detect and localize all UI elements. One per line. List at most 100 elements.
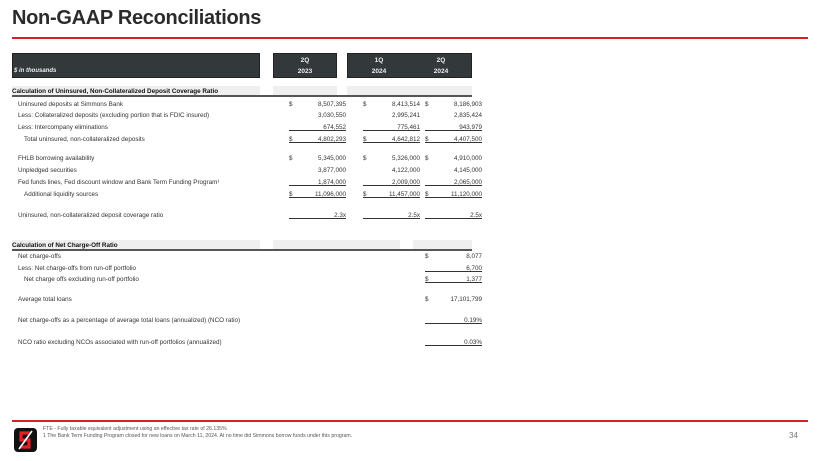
footer-divider: [12, 420, 808, 422]
cell-value: 2.5x: [408, 212, 420, 219]
dollar-sign: $: [363, 101, 367, 108]
cell-value: 2,995,241: [391, 112, 420, 119]
cell-value: 674,552: [323, 124, 346, 131]
value-cell: 4,145,000: [425, 165, 482, 176]
row-label: Total uninsured, non-collateralized depo…: [24, 136, 145, 143]
section-heading-row: Calculation of Net Charge-Off Ratio: [12, 240, 472, 251]
section-band: [413, 240, 472, 249]
cell-value: 2,065,000: [453, 179, 482, 186]
footnote-1: 1 The Bank Term Funding Program closed f…: [43, 433, 353, 439]
value-cell: $8,077: [425, 251, 482, 262]
units-label: $ in thousands: [14, 68, 57, 74]
dollar-sign: $: [425, 155, 429, 162]
section-heading: Calculation of Net Charge-Off Ratio: [12, 242, 118, 249]
value-cell: $4,642,812: [363, 134, 420, 143]
row-label: Uninsured deposits at Simmons Bank: [18, 101, 123, 108]
dollar-sign: $: [363, 155, 367, 162]
table-row: FHLB borrowing availability $5,345,000 $5,…: [12, 153, 482, 164]
value-cell: $11,096,000: [289, 189, 346, 198]
section-band: [12, 86, 260, 95]
row-label: Additional liquidity sources: [24, 191, 99, 198]
value-cell: $8,186,903: [425, 99, 482, 110]
table-row: Uninsured, non-collateralized deposit co…: [12, 210, 482, 221]
col-year: 2023: [297, 68, 313, 75]
value-cell: $4,802,293: [289, 134, 346, 143]
table-row: Uninsured deposits at Simmons Bank $8,507…: [12, 99, 482, 110]
cell-value: 4,407,500: [453, 136, 482, 143]
value-cell: 2,009,000: [363, 177, 420, 186]
table-row: NCO ratio excluding NCOs associated with…: [12, 337, 482, 348]
col-year: 2024: [433, 68, 449, 75]
value-cell: 2,065,000: [425, 177, 482, 186]
section-band: [273, 240, 400, 249]
value-cell: 2,995,241: [363, 110, 420, 121]
col-quarter: 1Q: [374, 57, 384, 64]
section-band: [273, 86, 337, 95]
row-label: Less: Intercompany eliminations: [18, 124, 108, 131]
cell-value: 3,030,550: [317, 112, 346, 119]
value-cell: 674,552: [289, 122, 346, 131]
cell-value: 4,910,000: [453, 155, 482, 162]
value-cell: $8,507,395: [289, 99, 346, 110]
table-row: Fed funds lines, Fed discount window and…: [12, 177, 482, 188]
value-cell: 1,874,000: [289, 177, 346, 186]
section-band: [12, 240, 260, 249]
dollar-sign: $: [425, 191, 429, 198]
table-row: Additional liquidity sources $11,096,000 $…: [12, 189, 482, 200]
section-heading-row: Calculation of Uninsured, Non-Collateral…: [12, 86, 472, 97]
cell-value: 943,979: [459, 124, 482, 131]
cell-value: 11,120,000: [450, 191, 482, 198]
cell-value: 2.3x: [334, 212, 346, 219]
header-label-box: $ in thousands: [12, 53, 260, 78]
cell-value: 0.19%: [464, 317, 482, 324]
table-row: Less: Net charge-offs from run-off portf…: [12, 263, 482, 274]
row-label: Less: Collateralized deposits (excluding…: [18, 112, 210, 119]
header-col-2q2023: [273, 53, 337, 78]
dollar-sign: $: [289, 136, 293, 143]
page-number: 34: [789, 431, 798, 440]
cell-value: 0.03%: [464, 339, 482, 346]
value-cell: $4,910,000: [425, 153, 482, 164]
cell-value: 775,461: [397, 124, 420, 131]
row-label: Uninsured, non-collateralized deposit co…: [18, 212, 164, 219]
row-label: Unpledged securities: [18, 167, 77, 174]
col-year: 2024: [371, 68, 387, 75]
value-cell: $5,326,000: [363, 153, 420, 164]
title-divider: [12, 37, 808, 39]
dollar-sign: $: [425, 101, 429, 108]
cell-value: 8,413,514: [391, 101, 420, 108]
value-cell: 0.19%: [425, 315, 482, 324]
cell-value: 8,186,903: [453, 101, 482, 108]
cell-value: 2.5x: [470, 212, 482, 219]
value-cell: 2,835,424: [425, 110, 482, 121]
row-label: Net charge-offs as a percentage of avera…: [18, 317, 241, 324]
row-label: Fed funds lines, Fed discount window and…: [18, 179, 220, 186]
table-row: Unpledged securities 3,877,000 4,122,000 4,…: [12, 165, 482, 176]
table-row: Net charge offs excluding run-off portfo…: [12, 274, 482, 285]
cell-value: 2,835,424: [453, 112, 482, 119]
cell-value: 6,700: [466, 265, 482, 272]
simmons-logo: [14, 428, 37, 452]
value-cell: 6,700: [425, 263, 482, 272]
cell-value: 11,096,000: [314, 191, 346, 198]
dollar-sign: $: [425, 296, 429, 303]
section-underline: [12, 249, 472, 251]
value-cell: $11,457,000: [363, 189, 420, 198]
cell-value: 4,802,293: [317, 136, 346, 143]
footnote-fte: FTE - Fully taxable equivalent adjustmen…: [43, 426, 227, 432]
value-cell: 943,979: [425, 122, 482, 131]
value-cell: 2.5x: [425, 210, 482, 219]
table-row: Total uninsured, non-collateralized depo…: [12, 134, 482, 145]
dollar-sign: $: [425, 136, 429, 143]
row-label: Average total loans: [18, 296, 72, 303]
row-label: Net charge offs excluding run-off portfo…: [24, 276, 139, 283]
value-cell: 2.5x: [363, 210, 420, 219]
value-cell: $8,413,514: [363, 99, 420, 110]
cell-value: 1,874,000: [317, 179, 346, 186]
table-row: Average total loans $17,101,799: [12, 294, 482, 305]
row-label: Net charge-offs: [18, 253, 61, 260]
value-cell: 3,030,550: [289, 110, 346, 121]
table-row: Net charge-offs $8,077: [12, 251, 482, 262]
table-row: Less: Collateralized deposits (excluding…: [12, 110, 482, 121]
value-cell: 3,877,000: [289, 165, 346, 176]
